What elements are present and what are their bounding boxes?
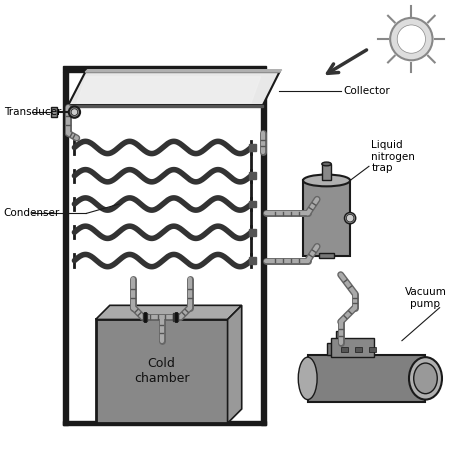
FancyBboxPatch shape — [308, 355, 426, 402]
FancyBboxPatch shape — [96, 319, 228, 423]
Bar — [249, 144, 256, 151]
Polygon shape — [228, 305, 242, 423]
Polygon shape — [85, 70, 282, 72]
Bar — [249, 173, 256, 179]
Circle shape — [397, 25, 426, 53]
Text: Collector: Collector — [343, 86, 390, 96]
Bar — [249, 201, 256, 207]
Text: Condenser: Condenser — [4, 209, 60, 219]
Bar — [327, 343, 350, 355]
FancyBboxPatch shape — [303, 181, 350, 256]
Polygon shape — [68, 72, 279, 105]
Bar — [63, 72, 68, 426]
Bar — [341, 347, 348, 353]
Bar — [319, 253, 334, 258]
Bar — [261, 72, 266, 426]
Bar — [249, 229, 256, 236]
Ellipse shape — [322, 162, 331, 166]
Circle shape — [390, 18, 433, 60]
Text: Transducer: Transducer — [4, 107, 61, 117]
Text: Liquid
nitrogen
trap: Liquid nitrogen trap — [371, 140, 415, 173]
Bar — [63, 66, 266, 72]
Polygon shape — [68, 105, 263, 108]
Bar — [63, 421, 266, 426]
Bar — [143, 313, 147, 321]
Polygon shape — [77, 77, 261, 103]
Ellipse shape — [409, 357, 442, 400]
Bar — [331, 338, 374, 357]
Bar — [355, 347, 362, 353]
Ellipse shape — [303, 174, 350, 186]
Bar — [249, 257, 256, 264]
Text: Cold
chamber: Cold chamber — [134, 357, 189, 385]
Bar — [322, 164, 331, 181]
Bar — [369, 347, 376, 353]
Bar — [51, 108, 56, 117]
Polygon shape — [96, 305, 242, 319]
Circle shape — [69, 107, 80, 118]
Ellipse shape — [298, 357, 317, 400]
Text: Vacuum
pump: Vacuum pump — [404, 287, 447, 309]
Circle shape — [346, 214, 354, 222]
Bar — [173, 313, 178, 321]
Circle shape — [71, 109, 78, 116]
Bar — [336, 331, 343, 343]
Circle shape — [345, 212, 356, 224]
Ellipse shape — [414, 363, 438, 394]
